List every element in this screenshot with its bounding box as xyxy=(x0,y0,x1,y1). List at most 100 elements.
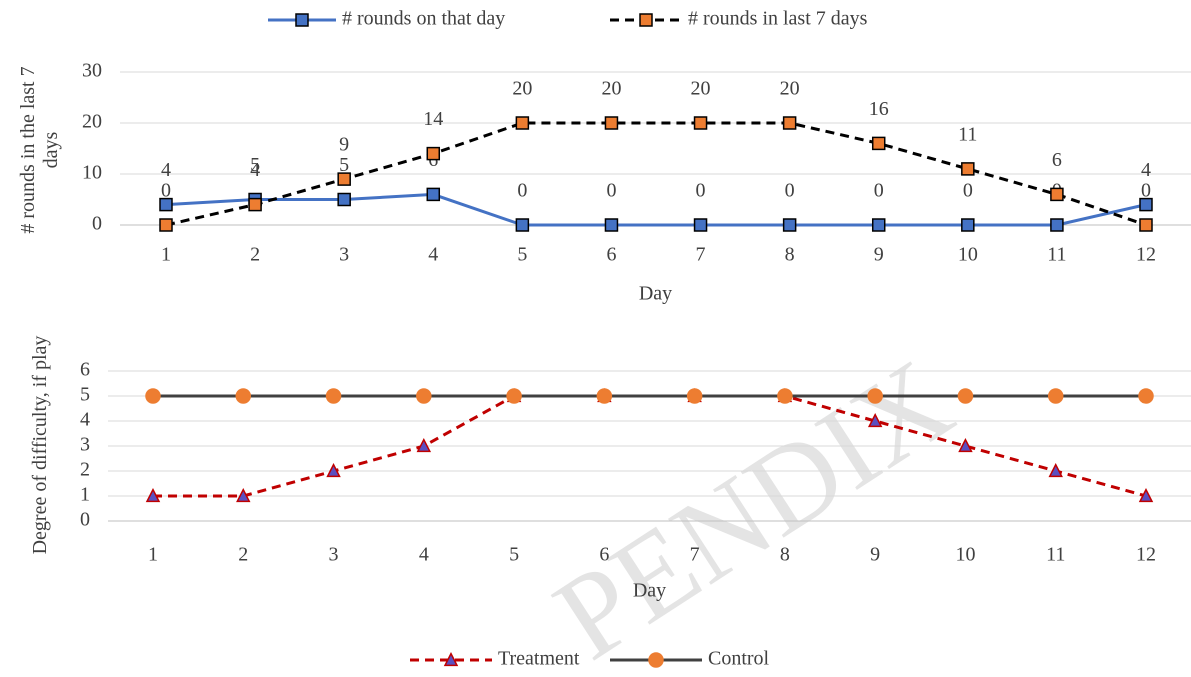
x-tick-label: 10 xyxy=(955,544,975,566)
x-tick-label: 4 xyxy=(428,244,438,266)
x-tick-label: 9 xyxy=(874,244,884,266)
data-point xyxy=(235,388,252,404)
data-label: 4 xyxy=(161,159,171,181)
y-tick-label: 1 xyxy=(80,484,90,506)
data-point xyxy=(145,388,161,404)
data-point xyxy=(1138,487,1154,503)
x-tick-label: 8 xyxy=(785,244,795,266)
data-point xyxy=(1138,388,1154,404)
data-point xyxy=(159,218,173,232)
x-tick-label: 3 xyxy=(339,244,349,266)
legend-label: # rounds in last 7 days xyxy=(688,8,868,30)
data-point xyxy=(782,218,797,232)
data-point xyxy=(159,197,173,212)
data-point xyxy=(871,136,886,151)
data-point xyxy=(325,388,342,404)
data-label: 16 xyxy=(869,98,889,120)
data-label: 0 xyxy=(606,180,616,202)
data-point xyxy=(416,388,432,404)
series-line xyxy=(165,192,1147,227)
x-tick-label: 2 xyxy=(238,544,248,566)
x-tick-label: 12 xyxy=(1136,544,1156,566)
x-tick-label: 2 xyxy=(250,244,260,266)
data-label: 5 xyxy=(250,154,260,176)
data-point xyxy=(782,116,797,130)
x-tick-label: 1 xyxy=(161,244,171,266)
x-tick-label: 10 xyxy=(958,244,978,266)
data-point xyxy=(416,437,432,453)
legend-label: Treatment xyxy=(498,648,580,670)
data-label: 4 xyxy=(250,159,260,181)
data-label: 6 xyxy=(1052,149,1062,171)
y-tick-label: 2 xyxy=(80,459,90,481)
x-axis-label: Day xyxy=(633,580,666,602)
data-point xyxy=(1048,462,1063,478)
data-label: 14 xyxy=(423,108,443,130)
legend-label: Control xyxy=(708,648,770,670)
watermark: PENDIX xyxy=(532,334,973,677)
x-tick-label: 8 xyxy=(780,544,790,566)
data-point xyxy=(337,172,351,186)
x-tick-label: 9 xyxy=(870,544,880,566)
data-point xyxy=(958,437,973,453)
data-label: 0 xyxy=(696,180,706,202)
data-label: 0 xyxy=(1141,180,1151,202)
data-label: 20 xyxy=(780,78,800,100)
data-point xyxy=(426,146,441,161)
data-point xyxy=(506,388,522,404)
data-point xyxy=(871,218,886,232)
y-axis-label: # rounds in the last 7 days xyxy=(17,66,62,234)
data-point xyxy=(604,116,619,130)
data-label: 4 xyxy=(1141,159,1151,181)
x-tick-label: 5 xyxy=(509,544,519,566)
data-point xyxy=(693,218,708,232)
legend-marker xyxy=(295,13,309,27)
data-label: 11 xyxy=(958,123,977,145)
legend-marker xyxy=(639,13,653,27)
data-point xyxy=(1139,218,1153,232)
data-point xyxy=(1050,187,1064,202)
data-point xyxy=(693,116,708,130)
data-label: 0 xyxy=(161,180,171,202)
data-point xyxy=(248,197,262,212)
data-point xyxy=(515,116,530,130)
y-axis-label: Degree of difficulty, if play xyxy=(28,335,51,555)
x-tick-label: 11 xyxy=(1047,244,1066,266)
data-label: 0 xyxy=(963,180,973,202)
x-tick-label: 4 xyxy=(419,544,429,566)
y-tick-label: 20 xyxy=(82,111,102,133)
data-point xyxy=(426,187,441,202)
data-label: 20 xyxy=(691,78,711,100)
x-tick-label: 3 xyxy=(329,544,339,566)
data-point xyxy=(686,388,703,404)
y-tick-label: 0 xyxy=(80,509,90,531)
data-point xyxy=(337,192,351,207)
data-point xyxy=(957,388,974,404)
data-point xyxy=(961,162,975,176)
x-tick-label: 11 xyxy=(1046,544,1065,566)
y-tick-label: 30 xyxy=(82,60,102,82)
x-tick-label: 6 xyxy=(599,544,609,566)
x-tick-label: 6 xyxy=(606,244,616,266)
y-tick-label: 5 xyxy=(80,384,90,406)
data-label: 0 xyxy=(517,180,527,202)
y-tick-label: 3 xyxy=(80,434,90,456)
data-point xyxy=(236,487,251,503)
x-tick-label: 5 xyxy=(517,244,527,266)
y-tick-label: 10 xyxy=(82,162,102,184)
data-point xyxy=(1050,218,1064,232)
data-point xyxy=(1047,388,1064,404)
data-point xyxy=(596,388,613,404)
data-point xyxy=(604,218,619,232)
data-point xyxy=(326,462,341,478)
data-point xyxy=(867,388,883,404)
series-line xyxy=(165,121,1147,227)
data-label: 5 xyxy=(339,154,349,176)
y-tick-label: 6 xyxy=(80,359,90,381)
x-tick-label: 12 xyxy=(1136,244,1156,266)
legend-marker xyxy=(443,651,459,667)
data-point xyxy=(867,412,883,428)
data-label: 0 xyxy=(785,180,795,202)
